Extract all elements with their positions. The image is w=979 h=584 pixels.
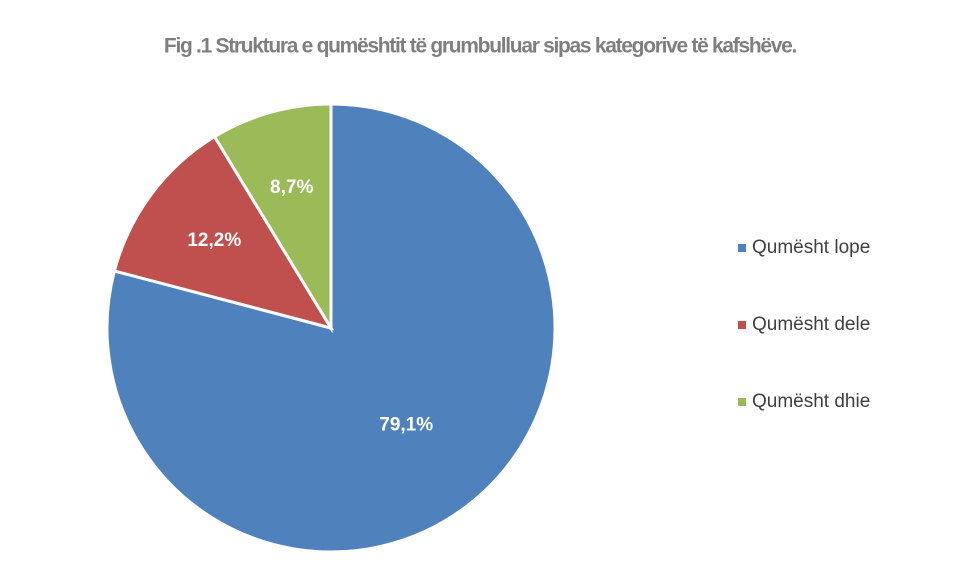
data-label: 8,7% xyxy=(270,177,313,198)
legend-swatch xyxy=(738,321,746,329)
legend-label: Qumësht lope xyxy=(752,237,870,258)
data-label: 79,1% xyxy=(379,415,433,436)
legend-swatch xyxy=(738,398,746,406)
pie-slice xyxy=(212,102,333,334)
pie-slice xyxy=(112,134,335,331)
chart-title: Fig .1 Struktura e qumështit të grumbull… xyxy=(164,35,797,58)
legend-label: Qumësht dele xyxy=(752,314,870,335)
legend-label: Qumësht dhie xyxy=(752,391,870,412)
legend-swatch xyxy=(738,244,746,252)
data-label: 12,2% xyxy=(187,230,241,251)
